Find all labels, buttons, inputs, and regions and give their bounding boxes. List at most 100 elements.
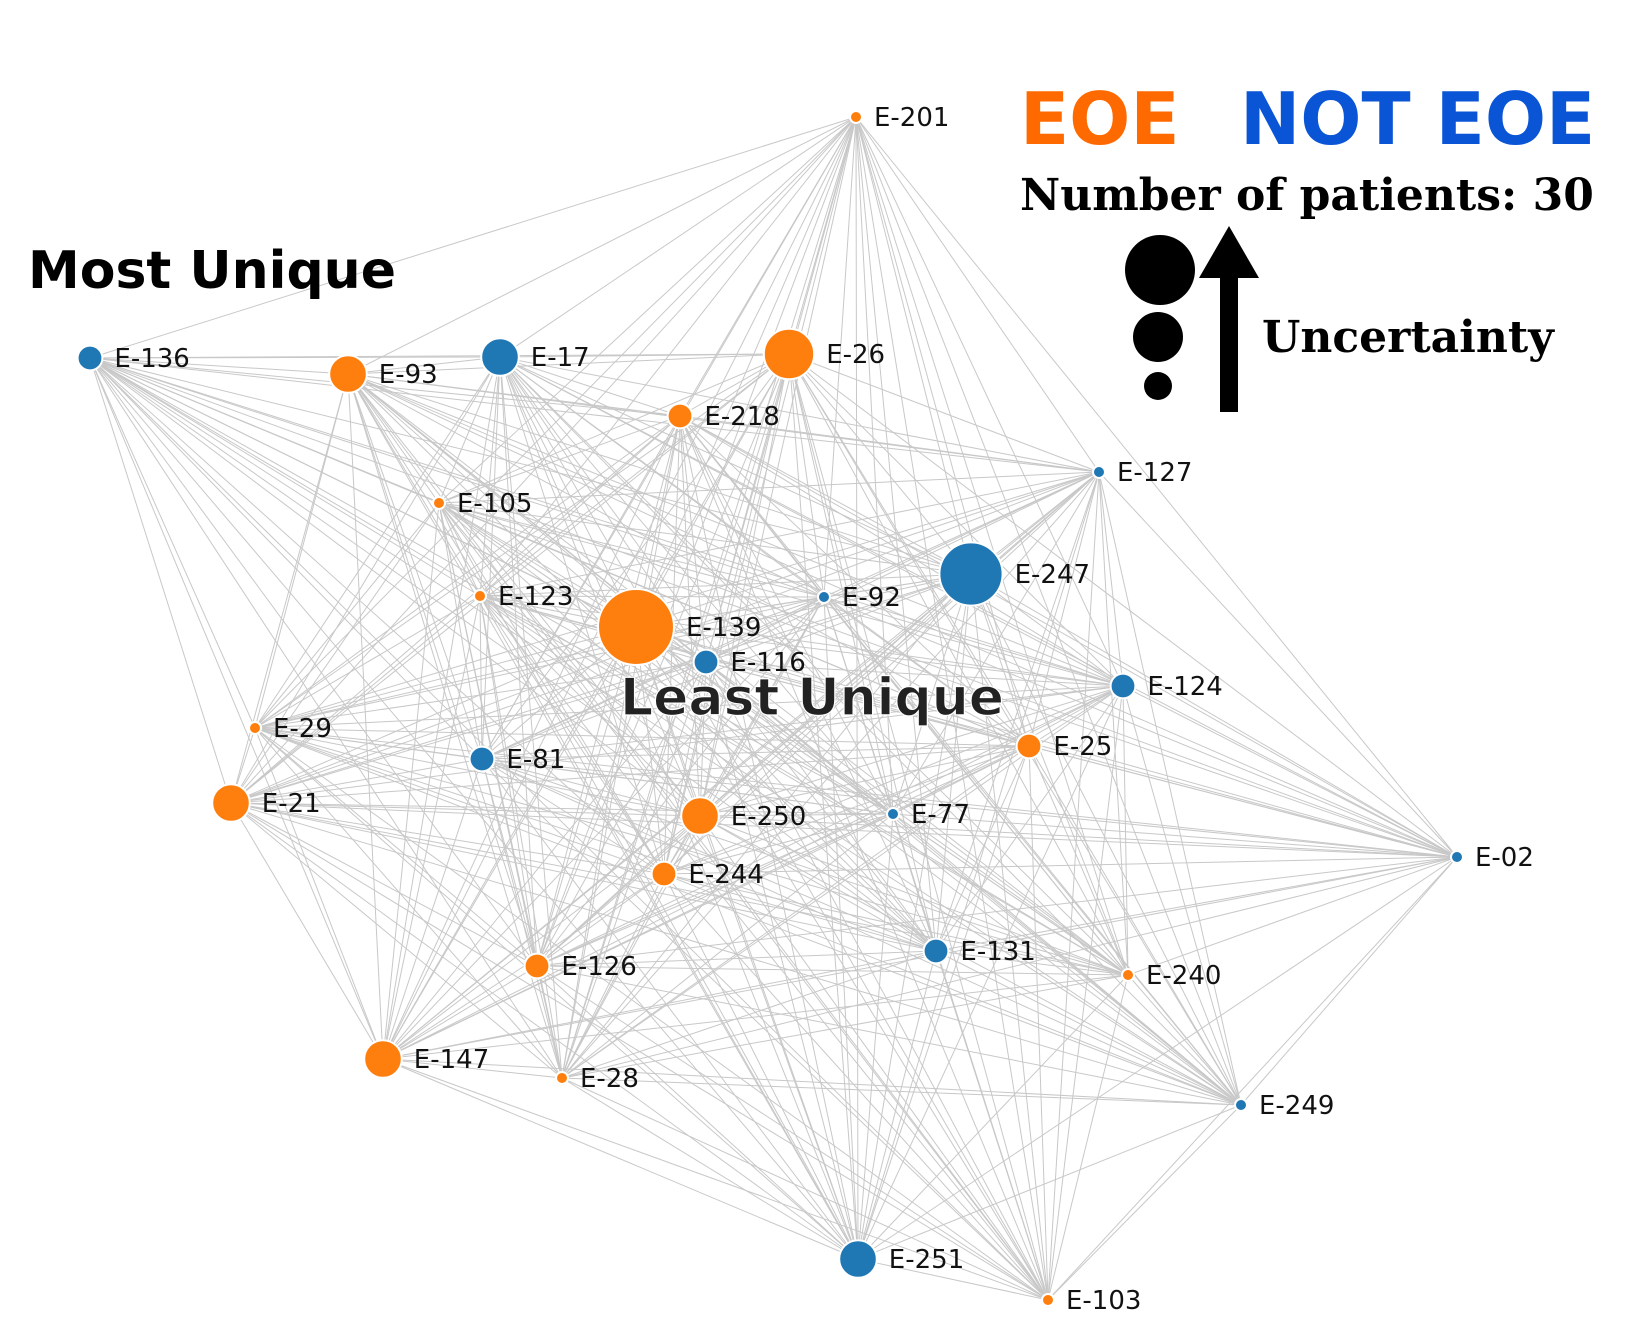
- node-E-29[interactable]: [248, 721, 262, 735]
- node-E-139[interactable]: [597, 588, 675, 666]
- node-label-E-81: E-81: [506, 745, 565, 775]
- node-E-81[interactable]: [468, 745, 496, 773]
- edge-E-93-E-123: [347, 373, 481, 597]
- edge-E-17-E-250: [499, 356, 701, 817]
- edge-E-247-E-123: [479, 573, 972, 597]
- edge-E-126-E-103: [536, 965, 1049, 1301]
- node-E-25[interactable]: [1015, 732, 1043, 760]
- edge-E-244-E-126: [536, 873, 665, 967]
- edge-E-244-E-28: [561, 873, 665, 1079]
- node-E-131[interactable]: [922, 937, 950, 965]
- edge-E-139-E-28: [561, 626, 637, 1079]
- edge-E-21-E-28: [230, 802, 563, 1079]
- edge-E-123-E-147: [382, 595, 481, 1060]
- edge-E-127-E-139: [635, 471, 1100, 628]
- node-label-E-77: E-77: [911, 800, 970, 830]
- node-E-77[interactable]: [886, 807, 900, 821]
- edge-E-139-E-29: [254, 626, 637, 729]
- edge-E-240-E-28: [561, 974, 1129, 1079]
- edge-E-240-E-251: [857, 974, 1129, 1260]
- edge-E-136-E-02: [89, 357, 1458, 858]
- edge-E-81-E-103: [481, 758, 1049, 1301]
- edge-E-28-E-251: [561, 1077, 859, 1260]
- edge-E-136-E-81: [89, 357, 483, 760]
- edge-E-02-E-249: [1240, 856, 1458, 1106]
- node-label-E-136: E-136: [114, 344, 189, 374]
- node-E-92[interactable]: [817, 590, 831, 604]
- edge-E-218-E-105: [438, 415, 681, 504]
- edge-E-29-E-25: [254, 727, 1030, 747]
- uncertainty-label: Uncertainty: [1262, 312, 1555, 363]
- node-E-126[interactable]: [523, 952, 551, 980]
- node-label-E-28: E-28: [580, 1064, 639, 1094]
- node-label-E-249: E-249: [1259, 1091, 1334, 1121]
- node-E-250[interactable]: [680, 796, 720, 836]
- node-E-201[interactable]: [849, 110, 863, 124]
- edge-E-124-E-29: [254, 685, 1124, 729]
- edge-E-29-E-244: [254, 727, 665, 875]
- node-E-21[interactable]: [211, 783, 251, 823]
- node-E-147[interactable]: [363, 1039, 403, 1079]
- edge-E-139-E-02: [635, 626, 1458, 858]
- node-E-93[interactable]: [328, 354, 368, 394]
- node-E-240[interactable]: [1121, 968, 1135, 982]
- edge-E-21-E-77: [230, 802, 894, 815]
- edge-E-02-E-126: [536, 856, 1458, 967]
- edge-E-123-E-131: [479, 595, 937, 952]
- node-E-116[interactable]: [692, 648, 720, 676]
- edge-E-26-E-02: [788, 353, 1458, 858]
- node-E-136[interactable]: [76, 344, 104, 372]
- node-E-251[interactable]: [838, 1239, 878, 1279]
- edge-E-201-E-136: [89, 116, 857, 359]
- edge-E-244-E-131: [663, 873, 937, 952]
- edge-E-17-E-127: [499, 356, 1100, 473]
- edge-E-201-E-29: [254, 116, 857, 729]
- node-E-244[interactable]: [650, 860, 678, 888]
- node-E-123[interactable]: [473, 589, 487, 603]
- edge-E-29-E-249: [254, 727, 1242, 1106]
- size-legend-small-circle: [1144, 372, 1172, 400]
- edge-E-139-E-251: [635, 626, 859, 1260]
- node-label-E-25: E-25: [1053, 732, 1112, 762]
- node-E-26[interactable]: [762, 327, 816, 381]
- edge-E-250-E-02: [699, 815, 1458, 858]
- edge-E-25-E-81: [481, 745, 1030, 760]
- edge-E-105-E-247: [438, 502, 972, 575]
- edge-E-28-E-103: [561, 1077, 1049, 1301]
- edge-E-77-E-244: [663, 813, 894, 875]
- edge-E-126-E-28: [536, 965, 563, 1079]
- node-E-105[interactable]: [432, 496, 446, 510]
- edge-E-29-E-147: [254, 727, 384, 1060]
- edge-E-201-E-127: [855, 116, 1100, 473]
- edge-E-17-E-244: [499, 356, 665, 875]
- edge-E-105-E-251: [438, 502, 859, 1260]
- edge-E-93-E-26: [347, 353, 790, 375]
- edge-E-249-E-103: [1047, 1104, 1242, 1301]
- node-E-124[interactable]: [1109, 672, 1137, 700]
- edge-E-240-E-249: [1127, 974, 1242, 1106]
- size-legend-medium-circle: [1133, 312, 1183, 362]
- node-E-103[interactable]: [1041, 1293, 1055, 1307]
- edge-E-250-E-131: [699, 815, 937, 952]
- node-E-249[interactable]: [1234, 1098, 1248, 1112]
- node-label-E-29: E-29: [273, 714, 332, 744]
- node-E-02[interactable]: [1450, 850, 1464, 864]
- edge-E-126-E-147: [382, 965, 538, 1060]
- node-E-218[interactable]: [666, 402, 694, 430]
- edge-E-139-E-21: [230, 626, 637, 804]
- node-E-247[interactable]: [938, 541, 1004, 607]
- node-E-17[interactable]: [480, 337, 520, 377]
- edge-E-105-E-147: [382, 502, 440, 1060]
- node-E-127[interactable]: [1092, 465, 1106, 479]
- node-layer: [76, 110, 1464, 1307]
- node-label-E-147: E-147: [414, 1045, 489, 1075]
- edge-E-116-E-131: [705, 661, 937, 952]
- edge-E-21-E-126: [230, 802, 538, 967]
- node-E-28[interactable]: [555, 1071, 569, 1085]
- edge-E-92-E-28: [561, 596, 825, 1079]
- edge-E-93-E-250: [347, 373, 701, 817]
- edge-E-124-E-126: [536, 685, 1124, 967]
- edge-E-136-E-247: [89, 357, 972, 575]
- edge-E-244-E-251: [663, 873, 859, 1260]
